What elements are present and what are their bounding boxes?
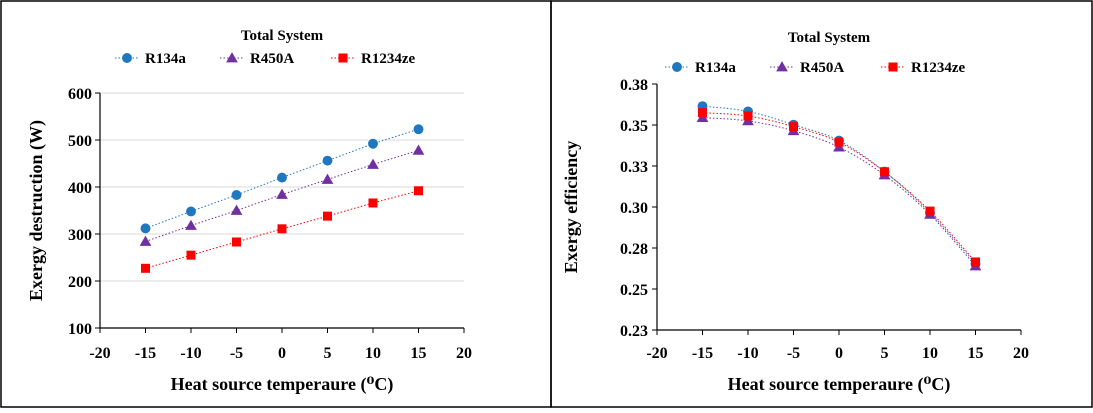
x-tick-label: 0 [835,345,843,362]
data-point-r134a [140,223,151,234]
series-r450a [139,144,425,246]
legend-item-r450a: R450A [770,60,844,76]
data-point-r450a [139,235,152,246]
x-tick-label: -5 [230,345,243,362]
series-r134a [140,124,424,234]
legend-item-r1234ze: R1234ze [331,51,415,67]
exergy-efficiency-chart: Total System R134a R450A R1234ze 0.23 0.25 0.2… [561,30,1029,395]
data-point-r134a [368,138,378,149]
legend-marker-r134a [672,62,682,72]
legend-label-r1234ze: R1234ze [911,60,965,76]
chart-title: Total System [241,28,324,44]
data-point-r1234ze [141,263,150,273]
y-tick-label: 0.33 [620,159,648,176]
data-point-r134a [186,206,196,217]
legend-label-r1234ze: R1234ze [361,51,415,67]
data-point-r1234ze [743,111,753,121]
x-axis-label: Heat source temperaure (⁰C) [171,374,394,395]
series-r1234ze [698,108,980,267]
data-point-r1234ze [414,186,423,196]
right-panel-border [550,0,1093,408]
x-tick-label: -20 [646,345,667,362]
data-point-r134a [231,190,242,200]
data-point-r450a [230,204,243,215]
y-axis-label: Exergy efficiency [561,141,581,273]
series-line-r1234ze [702,112,976,263]
data-point-r1234ze [925,206,935,216]
series-r1234ze [141,186,423,273]
x-tick-label: -20 [89,345,110,362]
y-tick-label: 600 [68,86,92,103]
y-tick-label: 0.25 [620,282,648,299]
x-tick-label: -15 [692,345,713,362]
legend-item-r1234ze: R1234ze [881,60,965,76]
y-axis-label: Exergy destruction (W) [26,120,47,301]
data-point-r1234ze [277,224,287,234]
x-axis-label: Heat source temperaure (⁰C) [728,374,951,395]
x-tick-label: 20 [1013,345,1029,362]
x-tick-label: 15 [411,345,427,362]
legend-marker-r1234ze [888,62,898,72]
y-tick-label: 400 [68,180,92,197]
x-tick-label: -15 [135,345,156,362]
legend-item-r450a: R450A [220,51,294,67]
y-tick-label: 100 [68,321,92,338]
data-point-r1234ze [186,250,196,260]
data-point-r1234ze [232,237,241,247]
series-r134a [697,101,981,269]
data-point-r1234ze [698,108,707,118]
legend-label-r134a: R134a [145,51,186,67]
series-r450a [696,111,982,271]
x-tick-label: -10 [180,345,201,362]
legend-item-r134a: R134a [115,51,186,67]
x-tick-label: 5 [324,345,332,362]
chart-title: Total System [788,30,871,46]
data-point-r450a [367,158,379,169]
y-tick-label: 500 [68,133,92,150]
data-point-r134a [413,124,424,135]
data-point-r450a [412,144,425,155]
legend-marker-r134a [122,53,132,63]
x-tick-label: 0 [278,345,286,362]
data-point-r1234ze [789,122,798,132]
legend-marker-r450a [226,52,238,63]
legend-label-r450a: R450A [800,60,844,76]
data-point-r134a [277,172,287,183]
series-line-r134a [702,105,976,264]
y-tick-label: 200 [68,274,92,291]
x-tick-label: 10 [365,345,381,362]
legend-item-r134a: R134a [665,60,736,76]
legend-marker-r1234ze [338,53,348,63]
legend-marker-r450a [776,61,788,72]
x-tick-label: -10 [737,345,758,362]
x-tick-label: 10 [922,345,938,362]
y-tick-label: 0.38 [620,77,648,94]
y-tick-label: 0.28 [620,241,648,258]
x-tick-label: -5 [787,345,800,362]
data-point-r1234ze [880,167,889,177]
y-tick-label: 300 [68,227,92,244]
y-tick-label: 0.35 [620,118,648,135]
legend-label-r134a: R134a [695,60,736,76]
data-point-r450a [185,219,197,230]
data-point-r1234ze [323,211,332,221]
y-tick-label: 0.30 [620,200,648,217]
legend-label-r450a: R450A [250,51,294,67]
data-point-r450a [276,188,288,199]
x-tick-label: 20 [456,345,472,362]
x-tick-label: 15 [968,345,984,362]
data-point-r450a [321,173,334,184]
data-point-r1234ze [971,257,980,267]
data-point-r134a [322,155,333,166]
data-point-r1234ze [368,198,378,208]
x-tick-label: 5 [881,345,889,362]
y-tick-label: 0.23 [620,323,648,340]
data-point-r1234ze [834,137,844,147]
